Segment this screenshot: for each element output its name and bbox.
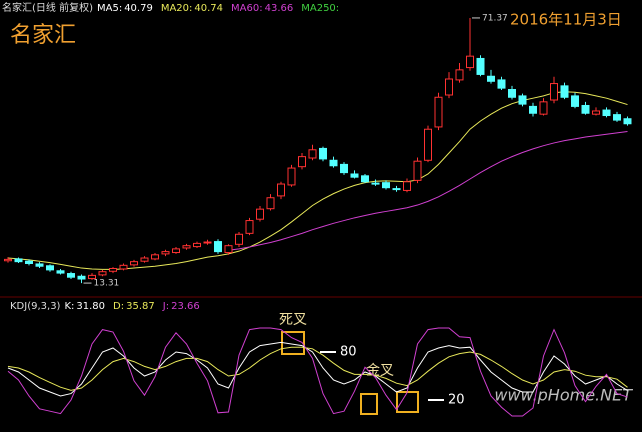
legend-value: 40.74 bbox=[194, 3, 223, 14]
date: 2016年11月3日 bbox=[510, 11, 622, 29]
candle-body bbox=[497, 79, 506, 89]
candle-body bbox=[77, 275, 86, 280]
candle-body bbox=[466, 55, 474, 69]
candle-body bbox=[529, 105, 537, 114]
legend-value: 31.80 bbox=[76, 301, 105, 312]
candle-body bbox=[46, 265, 54, 271]
legend-value: 40.79 bbox=[124, 3, 153, 14]
candle-body bbox=[487, 75, 495, 82]
candle-body bbox=[130, 261, 138, 266]
line-series bbox=[7, 341, 628, 397]
candle-body bbox=[287, 167, 296, 186]
candle-body bbox=[455, 69, 464, 81]
watermark: www.pHome.NET bbox=[494, 386, 633, 405]
candle-body bbox=[256, 208, 264, 220]
candle-body bbox=[581, 104, 590, 114]
candle-body bbox=[476, 57, 485, 75]
candle-body bbox=[172, 248, 180, 254]
candle-body bbox=[550, 83, 558, 101]
legend-label: MA5: bbox=[97, 3, 122, 14]
annotation: 死叉 bbox=[279, 312, 307, 328]
candle-body bbox=[319, 147, 327, 160]
candle-body bbox=[613, 114, 621, 121]
legend-value: 23.66 bbox=[171, 301, 200, 312]
candle-body bbox=[25, 260, 33, 264]
candle-body bbox=[67, 273, 75, 278]
legend-label: K: bbox=[64, 301, 74, 312]
candle-body bbox=[392, 188, 401, 191]
candle-body bbox=[88, 274, 96, 280]
panel-title: KDJ(9,3,3) bbox=[10, 301, 61, 312]
candle-body bbox=[424, 128, 432, 161]
panel-title: 名家汇(日线 前复权) bbox=[2, 1, 93, 14]
candle-body bbox=[4, 258, 12, 262]
high-label: 71.37 bbox=[482, 13, 508, 23]
candle-body bbox=[518, 95, 527, 105]
candle-body bbox=[434, 96, 443, 128]
legend-label: J: bbox=[162, 301, 169, 312]
candle-body bbox=[182, 245, 191, 249]
candle-body bbox=[508, 89, 516, 98]
candle-body bbox=[350, 173, 359, 178]
candle-body bbox=[413, 160, 422, 181]
candle-body bbox=[245, 220, 254, 234]
candle-body bbox=[224, 245, 233, 254]
candle-body bbox=[382, 182, 390, 189]
candle-body bbox=[298, 156, 306, 168]
overlay-title: 名家汇 bbox=[10, 23, 76, 48]
candle-body bbox=[119, 264, 128, 270]
candle-body bbox=[14, 258, 23, 263]
candle-body bbox=[161, 251, 170, 255]
candle-body bbox=[329, 159, 338, 167]
legend-label: MA20: bbox=[161, 3, 193, 14]
reference-label: 80 bbox=[340, 345, 357, 360]
legend-label: MA60: bbox=[231, 3, 263, 14]
candle-body bbox=[235, 233, 243, 245]
candle-body bbox=[361, 175, 369, 183]
candle-body bbox=[623, 118, 632, 125]
candle-body bbox=[277, 183, 285, 197]
candle-body bbox=[193, 242, 201, 248]
candle-body bbox=[203, 241, 212, 244]
low-label: 13.31 bbox=[94, 279, 120, 289]
candle-body bbox=[592, 110, 600, 115]
candle-body bbox=[35, 263, 44, 267]
candle-body bbox=[98, 271, 107, 276]
reference-label: 20 bbox=[448, 393, 465, 408]
legend-value: 43.66 bbox=[265, 3, 294, 14]
line-series bbox=[228, 131, 628, 251]
candle-body bbox=[539, 101, 548, 115]
legend-value: 35.87 bbox=[126, 301, 155, 312]
candle-body bbox=[308, 149, 317, 159]
candle-body bbox=[56, 270, 65, 274]
annotation-box bbox=[360, 393, 378, 415]
candle-body bbox=[602, 109, 611, 117]
candle-body bbox=[340, 163, 348, 174]
candle-body bbox=[445, 78, 453, 96]
candle-body bbox=[371, 182, 380, 185]
candle-body bbox=[140, 257, 149, 262]
candle-body bbox=[151, 254, 159, 260]
legend-label: MA250: bbox=[301, 3, 339, 14]
line-series bbox=[7, 327, 628, 417]
candle-body bbox=[266, 197, 275, 210]
candle-body bbox=[403, 181, 411, 191]
candle-body bbox=[109, 268, 117, 272]
candle-body bbox=[214, 241, 222, 253]
candle-body bbox=[560, 85, 569, 98]
line-series bbox=[7, 346, 628, 391]
candle-body bbox=[571, 95, 579, 107]
legend-label: D: bbox=[113, 301, 124, 312]
